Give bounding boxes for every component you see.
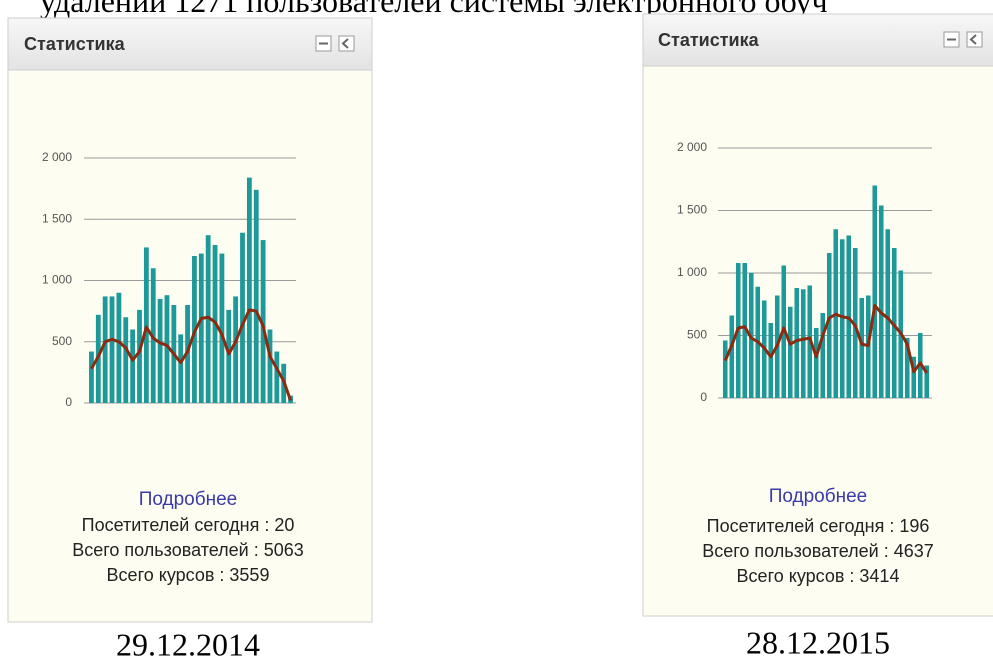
bar	[219, 253, 225, 403]
bar	[226, 309, 232, 403]
y-tick-label: 1 000	[42, 273, 72, 287]
bar	[891, 248, 897, 398]
bar	[768, 323, 774, 398]
bar	[89, 351, 94, 403]
panel	[642, 13, 993, 617]
trend-line	[90, 308, 292, 402]
bar	[878, 205, 884, 398]
y-tick-label: 2 000	[677, 140, 707, 154]
bar	[813, 328, 819, 398]
stat-line: Всего курсов : 3414	[737, 566, 900, 586]
bar	[157, 298, 163, 403]
bar	[198, 253, 204, 403]
bar	[109, 296, 115, 403]
bar	[852, 248, 858, 398]
bar	[130, 329, 136, 403]
collapse-icon[interactable]	[943, 31, 960, 48]
bar	[233, 296, 239, 403]
y-tick-label: 500	[52, 334, 72, 348]
bar	[267, 329, 273, 403]
bar	[729, 315, 735, 398]
panel-header	[642, 13, 993, 67]
panel-title: Статистика	[658, 30, 760, 50]
y-tick-label: 2 000	[42, 150, 72, 164]
bar	[137, 309, 142, 403]
caption: 28.12.2015	[746, 624, 890, 660]
bar	[885, 229, 891, 398]
bar	[826, 253, 832, 398]
bar	[924, 365, 930, 398]
stat-line: Посетителей сегодня : 20	[82, 515, 295, 535]
bar	[859, 298, 865, 398]
panel-title: Статистика	[24, 34, 126, 54]
y-tick-label: 1 500	[677, 203, 707, 217]
bar	[911, 356, 917, 398]
y-tick-label: 1 500	[42, 211, 72, 225]
stat-line: Всего пользователей : 5063	[72, 540, 304, 560]
bar	[794, 288, 800, 398]
bar	[116, 292, 122, 403]
dock-icon[interactable]	[338, 35, 355, 52]
bar	[904, 338, 910, 398]
bar	[722, 340, 728, 398]
caption: 29.12.2014	[116, 626, 260, 661]
bar	[274, 351, 280, 403]
y-tick-label: 500	[687, 328, 707, 342]
bar	[123, 317, 129, 403]
bar	[246, 177, 252, 403]
bar	[164, 295, 170, 403]
y-tick-label: 0	[65, 395, 72, 409]
bar	[787, 306, 793, 398]
y-tick-label: 0	[700, 390, 707, 404]
dock-icon[interactable]	[966, 31, 983, 48]
bar	[742, 263, 748, 398]
panel	[7, 17, 373, 623]
heading: удалений 1271 пользователей системы элек…	[40, 0, 828, 19]
stat-line: Всего курсов : 3559	[107, 565, 270, 585]
bar	[253, 189, 259, 403]
bar	[143, 247, 149, 403]
details-link[interactable]: Подробнее	[769, 486, 868, 507]
bar	[102, 296, 108, 403]
bar	[178, 334, 184, 403]
stat-line: Всего пользователей : 4637	[702, 541, 934, 561]
bar	[839, 239, 845, 398]
bar	[260, 240, 266, 403]
bar	[800, 289, 806, 398]
bar	[240, 232, 245, 403]
stat-line: Посетителей сегодня : 196	[707, 516, 930, 536]
details-link[interactable]: Подробнее	[139, 489, 238, 510]
bar	[872, 185, 878, 398]
collapse-icon[interactable]	[315, 35, 332, 52]
panel-header	[7, 17, 373, 71]
trend-line	[723, 304, 929, 374]
y-tick-label: 1 000	[677, 265, 707, 279]
bar	[820, 313, 826, 398]
